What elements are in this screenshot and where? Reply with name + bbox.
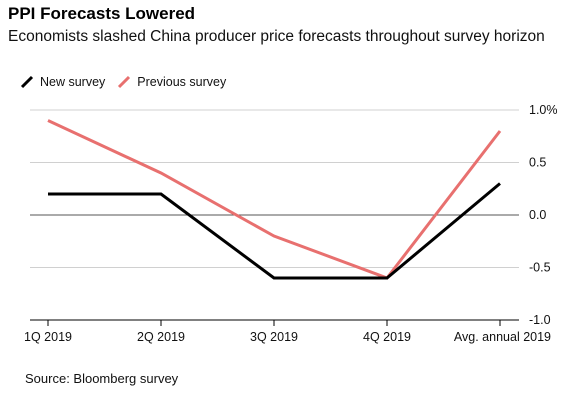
grid-lines xyxy=(30,109,519,321)
y-tick-label-2: 0.0 xyxy=(529,208,546,222)
y-axis-ticks: 1.0% 0.5 0.0 -0.5 -1.0 xyxy=(529,103,558,327)
x-tick-label-4: Avg. annual 2019 xyxy=(454,330,551,344)
chart-title: PPI Forecasts Lowered xyxy=(8,4,196,23)
y-tick-label-0: 1.0% xyxy=(529,103,558,117)
legend: New survey Previous survey xyxy=(20,75,238,89)
legend-label-previous-survey: Previous survey xyxy=(137,75,227,89)
y-tick-label-3: -0.5 xyxy=(529,261,551,275)
y-tick-label-1: 0.5 xyxy=(529,156,546,170)
legend-item-new-survey: New survey xyxy=(20,75,105,89)
x-axis: 1Q 2019 2Q 2019 3Q 2019 4Q 2019 Avg. annual … xyxy=(24,320,551,344)
series-line-new-survey xyxy=(48,182,501,280)
legend-label-new-survey: New survey xyxy=(40,75,106,89)
y-tick-label-4: -1.0 xyxy=(529,313,551,327)
series-lines xyxy=(47,119,502,280)
x-tick-label-0: 1Q 2019 xyxy=(24,330,72,344)
x-tick-label-2: 3Q 2019 xyxy=(250,330,298,344)
legend-swatch-new-survey xyxy=(20,75,34,89)
source-note: Source: Bloomberg survey xyxy=(25,371,179,386)
legend-swatch-previous-survey xyxy=(118,75,131,89)
legend-item-previous-survey: Previous survey xyxy=(117,75,226,89)
series-line-previous-survey xyxy=(47,119,502,280)
x-tick-label-1: 2Q 2019 xyxy=(137,330,185,344)
x-tick-label-3: 4Q 2019 xyxy=(363,330,411,344)
chart-subtitle: Economists slashed China producer price … xyxy=(8,28,545,45)
